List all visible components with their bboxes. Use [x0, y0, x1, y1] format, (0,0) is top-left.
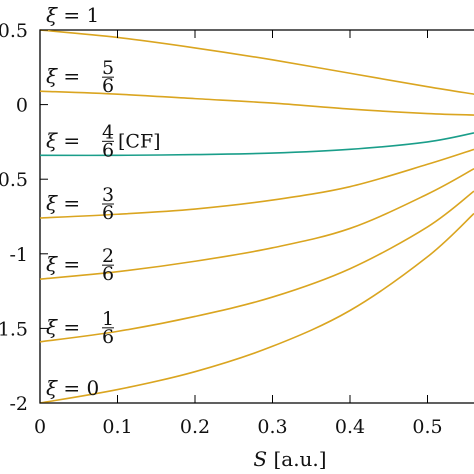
x-tick-label: 0.1	[102, 416, 132, 438]
series-line-1	[39, 90, 474, 116]
x-tick-label: 0.3	[257, 416, 287, 438]
series-annotation-text: ξ =	[46, 191, 80, 215]
plot-area	[39, 29, 474, 404]
x-axis-label: S [a.u.]	[253, 447, 326, 471]
y-tick-label: 0.5	[0, 169, 28, 191]
series-annotation-3: ξ = 36	[46, 184, 114, 224]
annotation-var: ξ	[46, 191, 58, 215]
series-annotation-2: ξ = 46 [CF]	[46, 121, 161, 161]
series-annotation-text: ξ =	[46, 64, 80, 88]
series-line-6	[39, 212, 474, 404]
plot-frame	[39, 29, 474, 404]
x-tick-label: 0.4	[335, 416, 365, 438]
annotation-denominator: 6	[102, 202, 114, 224]
series-annotation-text: ξ =	[46, 128, 80, 152]
annotation-suffix: [CF]	[118, 130, 161, 152]
annotation-eq: =	[57, 376, 86, 400]
annotation-denominator: 6	[102, 139, 114, 161]
annotation-var: ξ	[46, 64, 58, 88]
x-tick-label: 0.5	[412, 416, 442, 438]
annotation-numerator: 5	[102, 57, 114, 79]
annotation-eq: =	[57, 252, 80, 276]
series-line-3	[39, 148, 474, 219]
annotation-denominator: 6	[102, 75, 114, 97]
y-tick-label: 1.5	[0, 318, 28, 340]
annotation-var: ξ	[46, 315, 58, 339]
y-tick-label: 0	[16, 95, 28, 117]
y-tick-label: -1	[9, 244, 28, 266]
x-tick-label: 0	[34, 416, 46, 438]
annotation-numerator: 3	[102, 184, 114, 206]
y-tick-label: 0.5	[0, 20, 28, 42]
annotation-eq: =	[57, 3, 86, 27]
series-annotation-6: ξ = 0	[46, 376, 99, 400]
y-tick-label: -2	[9, 393, 28, 415]
annotation-var: ξ	[46, 128, 58, 152]
series-annotation-5: ξ = 16	[46, 308, 114, 348]
annotation-value: 0	[87, 376, 100, 400]
annotation-eq: =	[57, 191, 80, 215]
annotation-numerator: 2	[102, 245, 114, 267]
series-annotation-0: ξ = 1	[46, 3, 99, 27]
series-annotation-text: ξ = 0	[46, 376, 99, 400]
annotation-var: ξ	[46, 3, 58, 27]
series-annotations: ξ = 1ξ = 56ξ = 46 [CF]ξ = 36ξ = 26ξ = 16…	[46, 3, 161, 400]
series-annotation-1: ξ = 56	[46, 57, 114, 97]
tick-layer: 0 0.1 0.2 0.3 0.4 0.50.500.5-11.5-2	[0, 20, 443, 438]
series-annotation-text: ξ =	[46, 315, 80, 339]
annotation-var: ξ	[46, 252, 58, 276]
series-line-4	[39, 168, 474, 280]
annotation-value: 1	[87, 3, 100, 27]
series-annotation-4: ξ = 26	[46, 245, 114, 285]
annotation-denominator: 6	[102, 326, 114, 348]
annotation-denominator: 6	[102, 263, 114, 285]
series-line-2	[39, 132, 474, 157]
annotation-numerator: 4	[102, 121, 114, 143]
series-annotation-text: ξ =	[46, 252, 80, 276]
x-tick-label: 0.2	[180, 416, 210, 438]
annotation-numerator: 1	[102, 308, 114, 330]
series-line-5	[39, 190, 474, 343]
annotation-eq: =	[57, 64, 80, 88]
annotation-var: ξ	[46, 376, 58, 400]
annotation-eq: =	[57, 128, 80, 152]
annotation-eq: =	[57, 315, 80, 339]
x-axis-var: S	[253, 447, 267, 471]
x-axis-unit: [a.u.]	[267, 447, 326, 471]
series-annotation-text: ξ = 1	[46, 3, 99, 27]
